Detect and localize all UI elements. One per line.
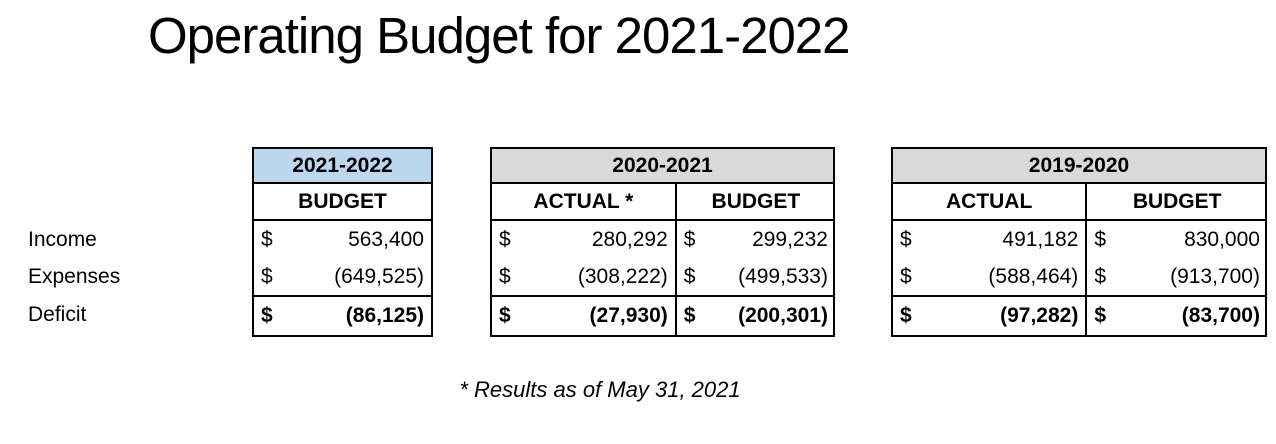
currency-symbol: $ bbox=[900, 304, 912, 327]
currency-symbol: $ bbox=[1094, 227, 1106, 251]
column-header-budget: BUDGET bbox=[1087, 184, 1267, 221]
currency-symbol: $ bbox=[1094, 264, 1106, 288]
currency-symbol: $ bbox=[261, 264, 273, 288]
row-label-income: Income bbox=[28, 227, 97, 251]
cell-expenses: $ (649,525) bbox=[254, 258, 431, 295]
cell-income: $ 563,400 bbox=[254, 221, 431, 258]
page-title: Operating Budget for 2021-2022 bbox=[148, 7, 851, 64]
cell-deficit: $ (27,930) bbox=[492, 295, 675, 335]
column-header-budget: BUDGET bbox=[254, 184, 431, 221]
deficit-value: (97,282) bbox=[1000, 304, 1079, 327]
column-header-budget: BUDGET bbox=[676, 184, 835, 221]
currency-symbol: $ bbox=[1094, 304, 1106, 327]
footnote: * Results as of May 31, 2021 bbox=[459, 377, 741, 402]
income-value: 299,232 bbox=[752, 227, 828, 251]
column-actual: ACTUAL $ 491,182 $ (588,464) $ (97,282) bbox=[893, 184, 1086, 335]
column-budget: BUDGET $ 299,232 $ (499,533) $ (200,301) bbox=[674, 184, 835, 335]
column-actual: ACTUAL * $ 280,292 $ (308,222) $ (27,930… bbox=[492, 184, 675, 335]
row-labels: Income Expenses Deficit bbox=[28, 221, 228, 335]
deficit-value: (86,125) bbox=[345, 304, 424, 327]
currency-symbol: $ bbox=[499, 227, 511, 251]
currency-symbol: $ bbox=[683, 264, 696, 288]
row-label-deficit: Deficit bbox=[28, 303, 87, 326]
deficit-value: (200,301) bbox=[738, 304, 828, 327]
deficit-value: (83,700) bbox=[1181, 304, 1260, 327]
column-budget: BUDGET $ 830,000 $ (913,700) $ (83,700) bbox=[1085, 184, 1267, 335]
currency-symbol: $ bbox=[261, 227, 273, 251]
budget-table-2021-2022: 2021-2022 BUDGET $ 563,400 $ (649,525) $… bbox=[252, 147, 433, 337]
cell-income: $ 491,182 bbox=[893, 221, 1085, 258]
cell-deficit: $ (200,301) bbox=[676, 295, 835, 335]
income-value: 563,400 bbox=[348, 227, 424, 251]
deficit-value: (27,930) bbox=[589, 304, 668, 327]
cell-expenses: $ (588,464) bbox=[893, 258, 1085, 295]
currency-symbol: $ bbox=[261, 304, 273, 327]
cell-income: $ 299,232 bbox=[677, 221, 835, 258]
year-header-2020-2021: 2020-2021 bbox=[492, 149, 833, 184]
currency-symbol: $ bbox=[499, 304, 511, 327]
expenses-value: (913,700) bbox=[1170, 264, 1260, 288]
column-budget: BUDGET $ 563,400 $ (649,525) $ (86,125) bbox=[254, 184, 431, 335]
expenses-value: (649,525) bbox=[334, 264, 424, 288]
expenses-value: (499,533) bbox=[738, 264, 828, 288]
column-header-actual: ACTUAL * bbox=[492, 184, 675, 221]
currency-symbol: $ bbox=[683, 227, 696, 251]
currency-symbol: $ bbox=[499, 264, 511, 288]
year-header-2021-2022: 2021-2022 bbox=[254, 149, 431, 184]
cell-deficit: $ (86,125) bbox=[254, 295, 431, 335]
cell-expenses: $ (913,700) bbox=[1087, 258, 1267, 295]
row-label-expenses: Expenses bbox=[28, 264, 121, 288]
income-value: 491,182 bbox=[1002, 227, 1079, 251]
expenses-value: (588,464) bbox=[988, 264, 1079, 288]
income-value: 830,000 bbox=[1184, 227, 1260, 251]
budget-table-2019-2020: 2019-2020 ACTUAL $ 491,182 $ (588,464) $… bbox=[891, 147, 1267, 337]
cell-expenses: $ (499,533) bbox=[677, 258, 835, 295]
cell-deficit: $ (83,700) bbox=[1087, 295, 1267, 335]
currency-symbol: $ bbox=[900, 264, 912, 288]
cell-deficit: $ (97,282) bbox=[893, 295, 1086, 335]
cell-income: $ 830,000 bbox=[1087, 221, 1267, 258]
cell-income: $ 280,292 bbox=[492, 221, 675, 258]
year-header-2019-2020: 2019-2020 bbox=[893, 149, 1265, 184]
cell-expenses: $ (308,222) bbox=[492, 258, 675, 295]
income-value: 280,292 bbox=[591, 227, 668, 251]
expenses-value: (308,222) bbox=[577, 264, 668, 288]
currency-symbol: $ bbox=[683, 304, 696, 327]
column-header-actual: ACTUAL bbox=[893, 184, 1086, 221]
currency-symbol: $ bbox=[900, 227, 912, 251]
budget-table-2020-2021: 2020-2021 ACTUAL * $ 280,292 $ (308,222)… bbox=[490, 147, 835, 337]
